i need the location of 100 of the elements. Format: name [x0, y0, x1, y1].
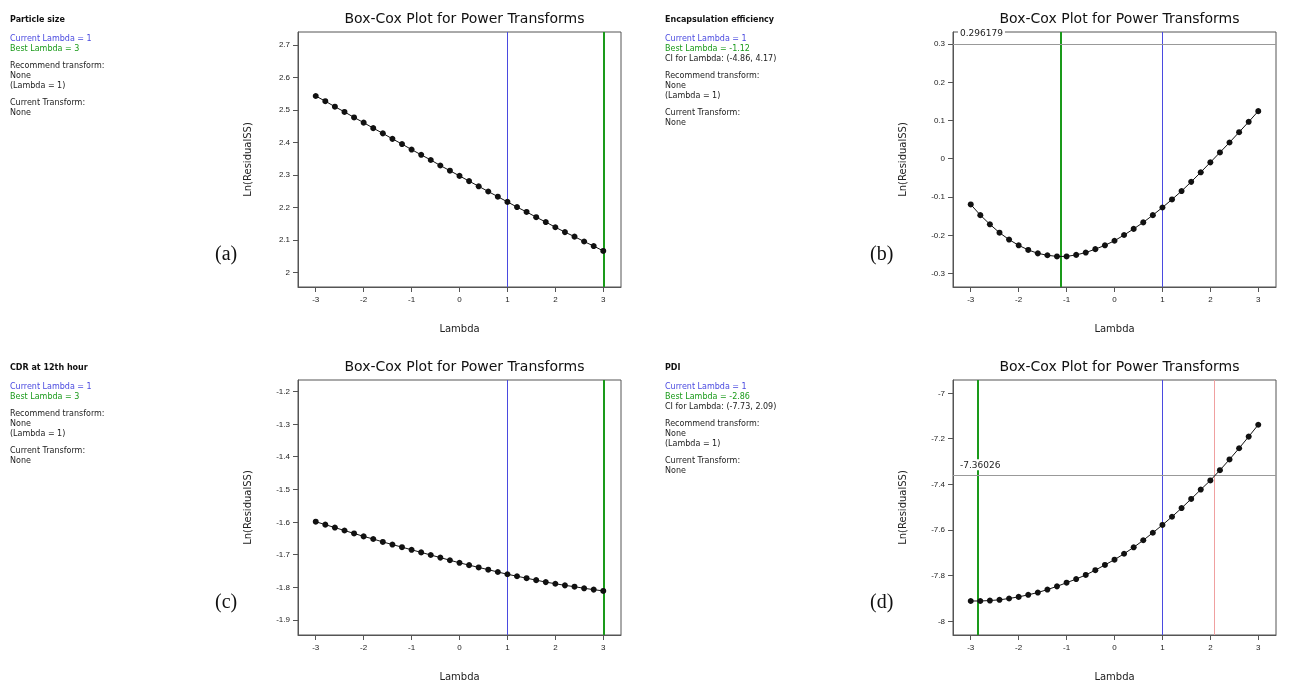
y-tick-label: 2.5 — [278, 105, 291, 115]
text: Recommend transform: None (Lambda = 1) — [10, 60, 105, 90]
point — [504, 571, 511, 578]
point — [1236, 445, 1243, 452]
text: Recommend transform: None (Lambda = 1) — [665, 418, 760, 448]
x-tick-label: 0 — [457, 294, 463, 304]
point — [977, 212, 984, 219]
y-tick-label: -1.5 — [276, 484, 291, 494]
point — [533, 214, 540, 221]
point — [331, 524, 338, 531]
y-axis-title: Ln(ResidualSS) — [241, 470, 253, 545]
point — [485, 188, 492, 195]
point — [986, 221, 993, 228]
point — [1159, 521, 1166, 528]
point — [1073, 251, 1080, 258]
point — [456, 559, 463, 566]
point — [967, 597, 974, 604]
chart-title: Box-Cox Plot for Power Transforms — [999, 10, 1240, 26]
text: Current Transform: None — [665, 455, 741, 475]
x-tick-label: 1 — [1160, 294, 1166, 304]
x-axis-title: Lambda — [1094, 322, 1135, 334]
y-tick-label: -8 — [937, 616, 946, 626]
point — [1063, 253, 1070, 260]
y-tick-label: 0.2 — [933, 77, 946, 87]
point — [418, 549, 425, 556]
x-axis-title: Lambda — [1094, 670, 1135, 682]
point — [1015, 593, 1022, 600]
y-tick-label: 2.6 — [278, 72, 291, 82]
point — [504, 198, 511, 205]
point — [1034, 250, 1041, 257]
y-tick-label: -1.7 — [276, 550, 291, 560]
point — [1216, 467, 1223, 474]
text: CI for Lambda: (-4.86, 4.17) — [665, 53, 777, 63]
text: Current Lambda = 1 — [10, 381, 92, 391]
point — [446, 167, 453, 174]
x-tick-label: 2 — [1208, 294, 1214, 304]
ref-line-label: 0.296179 — [960, 28, 1004, 39]
point — [408, 546, 415, 553]
point — [996, 229, 1003, 236]
point — [1178, 188, 1185, 195]
point — [1015, 242, 1022, 249]
x-tick-label: -2 — [1015, 294, 1023, 304]
point — [977, 597, 984, 604]
point — [427, 156, 434, 163]
point — [475, 183, 482, 190]
point — [1178, 505, 1185, 512]
x-tick-label: -3 — [312, 294, 320, 304]
text: Best Lambda = 3 — [10, 391, 80, 401]
point — [399, 544, 405, 551]
point — [341, 527, 348, 534]
y-tick-label: 2.3 — [278, 170, 291, 180]
point — [561, 582, 568, 589]
point — [360, 119, 367, 126]
x-tick-label: 3 — [1256, 642, 1262, 652]
text: (c) — [215, 590, 238, 613]
point — [1169, 513, 1176, 520]
y-tick-label: 0 — [940, 154, 946, 164]
point — [1149, 212, 1156, 219]
point — [1159, 204, 1166, 211]
point — [1054, 253, 1060, 260]
point — [446, 557, 453, 564]
y-tick-label: -1.2 — [276, 386, 291, 396]
point — [437, 554, 444, 561]
x-tick-label: -2 — [1015, 642, 1023, 652]
x-tick-label: 0 — [457, 642, 463, 652]
point — [1188, 495, 1195, 502]
y-tick-label: -7 — [937, 388, 946, 398]
point — [581, 238, 588, 245]
text: (d) — [870, 590, 894, 613]
text: Current Lambda = 1 — [665, 33, 747, 43]
point — [581, 585, 588, 592]
point — [600, 587, 607, 594]
point — [1140, 219, 1147, 226]
point — [370, 536, 377, 543]
x-tick-label: -1 — [408, 294, 416, 304]
point — [351, 114, 358, 121]
text: Particle size — [10, 14, 66, 24]
text: Recommend transform: None (Lambda = 1) — [665, 70, 760, 100]
point — [1169, 196, 1176, 203]
point — [1255, 108, 1262, 115]
point — [322, 521, 329, 528]
point — [1130, 225, 1137, 232]
point — [552, 580, 559, 587]
point — [1101, 561, 1108, 568]
text: Current Transform: None — [10, 97, 86, 117]
y-axis-title: Ln(ResidualSS) — [896, 122, 908, 197]
x-tick-label: 2 — [553, 294, 559, 304]
point — [1245, 433, 1252, 440]
point — [1121, 232, 1128, 238]
x-tick-label: 3 — [1256, 294, 1262, 304]
y-axis-title: Ln(ResidualSS) — [896, 470, 908, 545]
y-tick-label: 2.2 — [278, 202, 291, 212]
point — [986, 597, 993, 604]
x-axis-title: Lambda — [439, 322, 480, 334]
point — [1255, 421, 1262, 428]
point — [475, 564, 482, 571]
y-tick-label: 0.3 — [933, 39, 946, 49]
point — [542, 579, 549, 586]
text: (b) — [870, 242, 894, 265]
point — [561, 229, 568, 236]
